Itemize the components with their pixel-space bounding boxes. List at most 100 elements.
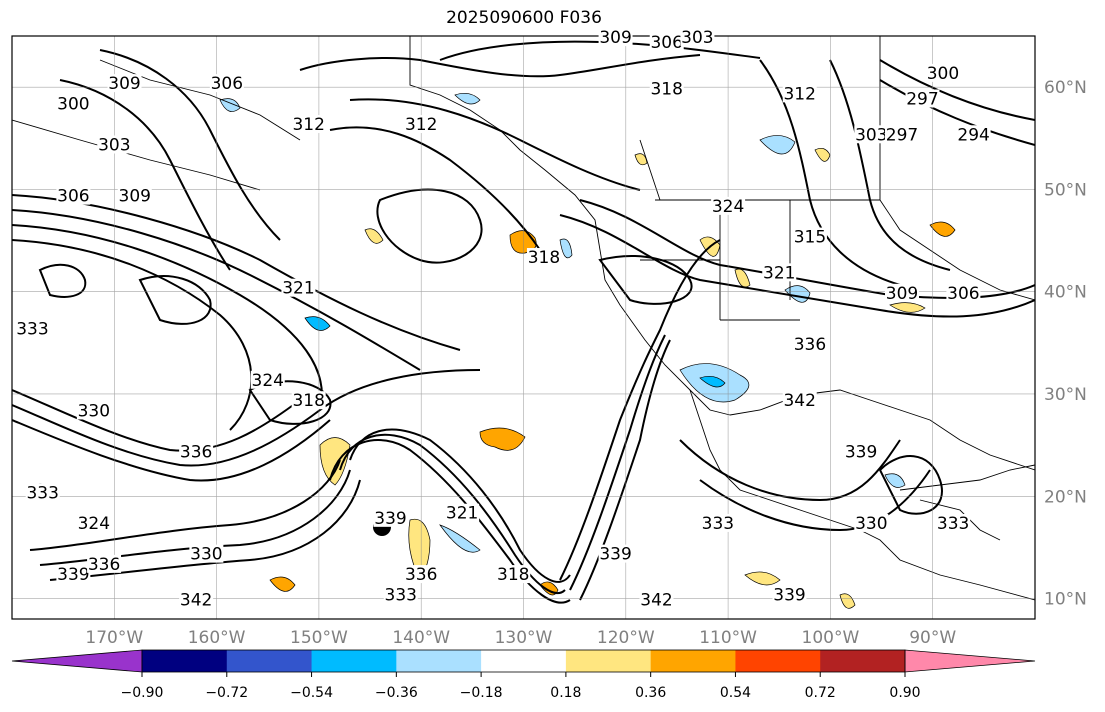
contour-label-background (885, 283, 920, 302)
contour-label-background (782, 391, 817, 410)
contour-label: 330 (855, 514, 887, 534)
contour-label-background (598, 544, 633, 563)
colorbar-tick-label: 0.36 (635, 685, 666, 701)
contour-label-background (250, 370, 285, 389)
contour-label-background (905, 89, 940, 108)
contour-label-background (792, 334, 827, 353)
colorbar-segment (820, 650, 906, 672)
colorbar-outline (141, 649, 906, 673)
contour-label-background (291, 391, 326, 410)
contour-label-background (445, 503, 480, 522)
contour-label: 318 (497, 565, 529, 585)
contour-label: 342 (783, 391, 815, 411)
contour-label: 321 (446, 504, 478, 524)
contour-label-background (25, 483, 60, 502)
contour-label: 336 (405, 565, 437, 585)
contour-label: 309 (599, 28, 631, 48)
contour-label-background (854, 513, 889, 532)
contour-label: 294 (957, 125, 989, 145)
contour-label: 309 (886, 284, 918, 304)
contour-label-background (189, 544, 224, 563)
contour-label: 321 (763, 263, 795, 283)
contour-label-background (711, 196, 746, 215)
longitude-tick-label: 120°W (597, 628, 655, 648)
contour-label: 333 (16, 320, 48, 340)
colorbar-tick-label: 0.72 (805, 685, 836, 701)
contour-label-background (209, 74, 244, 93)
longitude-tick-label: 90°W (909, 628, 956, 648)
longitude-tick-label: 160°W (188, 628, 246, 648)
latitude-tick-label: 50°N (1044, 180, 1087, 200)
contour-label-background (762, 263, 797, 282)
contour-label: 324 (712, 197, 744, 217)
contour-label: 312 (292, 115, 324, 135)
contour-label: 333 (702, 514, 734, 534)
colorbar (11, 649, 1036, 673)
contour-label-background (383, 585, 418, 604)
contour-label-background (885, 125, 920, 144)
contour-label: 336 (794, 335, 826, 355)
colorbar-tick-label: −0.54 (290, 685, 333, 701)
contour-label-background (97, 135, 132, 154)
contour-label: 300 (57, 95, 89, 115)
colorbar-segment (396, 650, 482, 672)
contour-label-background (107, 74, 142, 93)
contour-label-background (680, 28, 715, 47)
longitude-tick-label: 170°W (85, 628, 143, 648)
contour-label: 315 (794, 228, 826, 248)
map-title: 2025090600 F036 (446, 8, 602, 28)
contour-label-background (649, 33, 684, 52)
contour-label: 297 (886, 125, 918, 145)
map-frame (11, 35, 1036, 620)
colorbar-tick-label: 0.18 (550, 685, 581, 701)
contour-label-background (925, 63, 960, 82)
colorbar-segment (481, 650, 567, 672)
contour-label: 297 (906, 89, 938, 109)
contour-label-background (782, 84, 817, 103)
contour-label: 300 (927, 64, 959, 84)
contour-label: 330 (190, 545, 222, 565)
colorbar-tick-label: −0.18 (460, 685, 503, 701)
contour-label-background (56, 565, 91, 584)
colorbar-tick-label: −0.72 (205, 685, 248, 701)
colorbar-segment (226, 650, 313, 672)
colorbar-tick-label: 0.54 (720, 685, 751, 701)
colorbar-tick-label: −0.36 (375, 685, 418, 701)
contour-label-background (649, 79, 684, 98)
contour-label-background (291, 115, 326, 134)
contour-label: 318 (292, 391, 324, 411)
contour-label: 303 (681, 28, 713, 48)
coastlines (12, 36, 1035, 601)
contour-label: 324 (78, 514, 110, 534)
contour-label: 309 (108, 74, 140, 94)
contour-label-background (281, 278, 316, 297)
contour-label-background (946, 283, 981, 302)
latitude-tick-label: 40°N (1044, 283, 1087, 303)
contour-label-background (15, 319, 50, 338)
contour-label-background (56, 186, 91, 205)
longitude-tick-label: 100°W (802, 628, 860, 648)
contour-label-background (854, 125, 889, 144)
contour-label: 324 (252, 371, 284, 391)
contour-label-background (404, 565, 439, 584)
contour-label-background (56, 94, 91, 113)
colorbar-segment (311, 650, 397, 672)
contour-label: 321 (282, 279, 314, 299)
contour-label-background (76, 513, 111, 532)
contour-label: 333 (26, 483, 58, 503)
contour-label-background (598, 28, 633, 47)
contour-label: 339 (599, 545, 631, 565)
contour-label-background (76, 401, 111, 420)
contour-label: 342 (180, 591, 212, 611)
contour-label: 339 (773, 586, 805, 606)
contour-label-background (956, 125, 991, 144)
colorbar-segment (142, 650, 228, 672)
contour-label: 339 (57, 565, 89, 585)
contour-label: 339 (845, 442, 877, 462)
contour-label: 309 (119, 187, 151, 207)
latitude-tick-label: 20°N (1044, 487, 1087, 507)
graticule (12, 36, 1035, 619)
contour-label: 303 (98, 136, 130, 156)
contour-label: 333 (385, 586, 417, 606)
contour-label: 336 (88, 555, 120, 575)
